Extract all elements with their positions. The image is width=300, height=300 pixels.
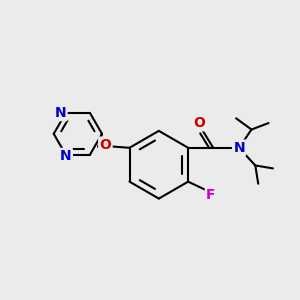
Text: O: O <box>193 116 205 130</box>
Text: F: F <box>206 188 216 203</box>
Text: N: N <box>55 106 66 120</box>
Text: N: N <box>60 149 72 163</box>
Text: O: O <box>99 138 111 152</box>
Text: N: N <box>233 141 245 155</box>
